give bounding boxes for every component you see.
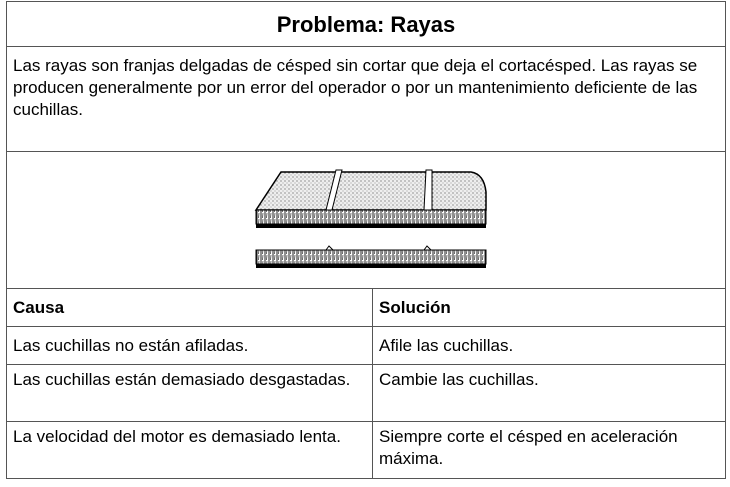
description-row: Las rayas son franjas delgadas de césped… [6, 46, 726, 152]
table-row: Las cuchillas no están afiladas. Afile l… [6, 326, 726, 365]
table-row: Las cuchillas están demasiado desgastada… [6, 364, 726, 422]
title: Problema: Rayas [6, 1, 726, 47]
lawn-illustration [254, 169, 487, 268]
solution: Siempre corte el césped en aceleración m… [372, 421, 726, 479]
illustration-cell [6, 151, 726, 289]
solution: Afile las cuchillas. [372, 326, 726, 365]
column-header: Causa [6, 288, 373, 327]
description: Las rayas son franjas delgadas de césped… [6, 46, 726, 152]
header-row: Causa Solución [6, 288, 726, 327]
illustration-row [6, 151, 726, 289]
solution: Cambie las cuchillas. [372, 364, 726, 422]
title-row: Problema: Rayas [6, 1, 726, 47]
table-row: La velocidad del motor es demasiado lent… [6, 421, 726, 479]
column-header: Solución [372, 288, 726, 327]
cause: Las cuchillas están demasiado desgastada… [6, 364, 373, 422]
cause: Las cuchillas no están afiladas. [6, 326, 373, 365]
cause: La velocidad del motor es demasiado lent… [6, 421, 373, 479]
problem-table: Problema: Rayas Las rayas son franjas de… [6, 1, 726, 479]
